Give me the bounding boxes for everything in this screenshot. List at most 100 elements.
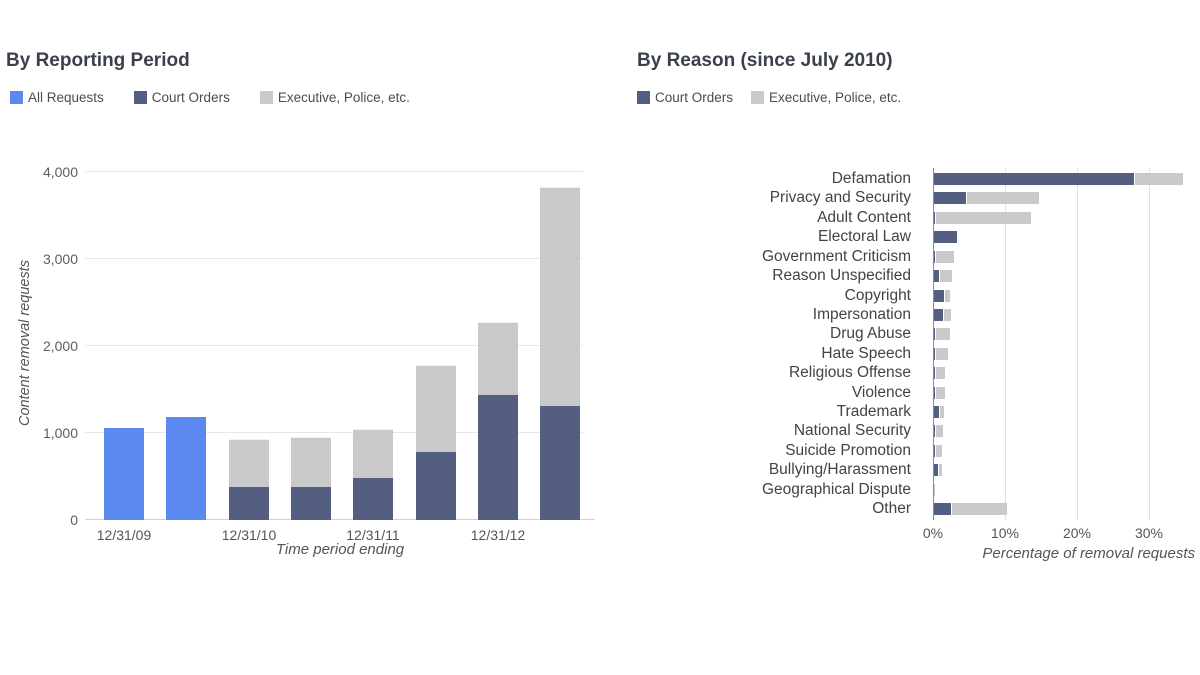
legend-item-court-orders: Court Orders <box>133 89 230 105</box>
bar-segment-executive-police <box>291 437 331 487</box>
category-label: Drug Abuse <box>830 325 911 342</box>
category-label: Defamation <box>831 170 911 187</box>
court-orders-swatch-2 <box>637 90 650 104</box>
y-gridline <box>85 432 583 433</box>
y-tick-label: 0 <box>70 512 78 528</box>
y-tick-label: 4,000 <box>42 164 78 180</box>
category-label: Suicide Promotion <box>785 442 911 459</box>
bar-segment-court-orders <box>934 231 957 243</box>
category-label: Privacy and Security <box>769 189 911 206</box>
left-x-axis-title: Time period ending <box>275 541 405 558</box>
bar-segment-executive-police <box>353 429 393 478</box>
y-gridline <box>85 171 583 172</box>
by-reason-title: By Reason (since July 2010) <box>637 50 893 71</box>
legend-label-executive-police: Executive, Police, etc. <box>277 89 410 105</box>
legend-label-court-orders: Court Orders <box>151 89 230 105</box>
bar-segment-executive-police <box>936 328 950 340</box>
executive-police-swatch-2 <box>751 90 765 104</box>
bar-segment-court-orders <box>934 173 1134 185</box>
category-label: National Security <box>793 422 911 439</box>
bar-segment-executive-police <box>936 425 943 437</box>
bar-segment-court-orders <box>353 478 393 520</box>
bar-segment-court-orders <box>416 452 456 520</box>
y-tick-label: 1,000 <box>42 425 78 441</box>
legend-label-executive-police-2: Executive, Police, etc. <box>769 89 902 105</box>
category-label: Reason Unspecified <box>772 267 911 284</box>
bar-segment-executive-police <box>936 387 945 399</box>
x-tick-label: 10% <box>990 525 1020 541</box>
court-orders-swatch <box>133 90 147 104</box>
bar-segment-executive-police <box>540 187 580 406</box>
bar-segment-court-orders <box>934 290 944 302</box>
bar-segment-executive-police <box>944 309 951 321</box>
bar-segment-court-orders <box>934 406 939 418</box>
bar-segment-court-orders <box>478 395 518 520</box>
bar-segment-court-orders <box>934 270 939 282</box>
category-label: Adult Content <box>817 209 911 226</box>
category-label: Copyright <box>844 287 911 304</box>
y-axis-line <box>933 168 934 520</box>
bar-segment-court-orders <box>934 503 951 515</box>
category-label: Geographical Dispute <box>761 481 911 498</box>
reporting-period-legend: All Requests Court Orders Executive, Pol… <box>10 88 410 106</box>
x-tick-label: 0% <box>922 525 944 541</box>
reporting-period-plot: 0 1,000 2,000 3,000 4,000 12/31/09 12/31/10 12/… <box>43 160 595 543</box>
bar-segment-executive-police <box>936 212 1031 224</box>
bar-segment-executive-police <box>936 348 948 360</box>
category-label: Hate Speech <box>821 345 911 362</box>
category-label: Trademark <box>836 403 911 420</box>
bar-segment-executive-police <box>416 365 456 452</box>
bar-segment-executive-police <box>936 251 954 263</box>
category-label: Impersonation <box>812 306 911 323</box>
x-gridline <box>1149 168 1150 520</box>
all-requests-swatch <box>10 90 23 104</box>
category-label: Electoral Law <box>817 228 911 245</box>
x-gridline <box>1077 168 1078 520</box>
bar-segment-court-orders <box>291 487 331 520</box>
category-label: Violence <box>851 384 911 401</box>
bar-segment-executive-police <box>934 484 935 496</box>
bar-segment-court-orders <box>934 212 935 224</box>
bar-segment-court-orders <box>934 445 935 457</box>
bar-segment-court-orders <box>934 192 966 204</box>
y-tick-label: 2,000 <box>42 338 78 354</box>
legend-item-executive-police-2: Executive, Police, etc. <box>751 90 901 105</box>
category-label: Religious Offense <box>788 364 911 381</box>
bar-segment-all-requests <box>104 428 144 520</box>
bar-segment-executive-police <box>478 322 518 395</box>
by-reason-legend: Court Orders Executive, Police, etc. <box>637 88 901 106</box>
x-tick-label: 12/31/10 <box>221 527 277 543</box>
bar-segment-executive-police <box>939 464 942 476</box>
bar-segment-executive-police <box>967 192 1039 204</box>
legend-label-all-requests: All Requests <box>28 89 104 105</box>
x-tick-label: 12/31/11 <box>346 527 400 543</box>
y-tick-label: 3,000 <box>42 251 78 267</box>
legend-item-executive-police: Executive, Police, etc. <box>259 89 410 105</box>
x-tick-label: 12/31/12 <box>470 527 526 543</box>
category-label: Other <box>872 500 911 517</box>
bar-segment-court-orders <box>934 425 935 437</box>
bar-segment-executive-police <box>1135 173 1183 185</box>
legend-label-court-orders-2: Court Orders <box>655 89 734 105</box>
category-label: Bullying/Harassment <box>768 461 911 478</box>
legend-item-all-requests: All Requests <box>10 90 104 105</box>
x-axis-baseline <box>85 519 595 520</box>
bar-segment-court-orders <box>934 309 943 321</box>
bar-segment-court-orders <box>934 367 935 379</box>
by-reason-plot: 0% 10% 20% 30% Defamation Privacy and Securit… <box>762 168 1195 541</box>
bar-segment-court-orders <box>934 387 935 399</box>
legend-item-court-orders-2: Court Orders <box>637 90 733 105</box>
x-tick-label: 20% <box>1062 525 1092 541</box>
bar-segment-court-orders <box>934 348 935 360</box>
bar-segment-executive-police <box>940 270 952 282</box>
reporting-period-title: By Reporting Period <box>6 50 190 71</box>
right-x-axis-title: Percentage of removal requests <box>982 545 1195 562</box>
bar-segment-executive-police <box>936 445 942 457</box>
bar-segment-executive-police <box>229 439 269 487</box>
bar-segment-court-orders <box>934 328 935 340</box>
category-label: Government Criticism <box>762 248 911 265</box>
left-y-axis-title: Content removal requests <box>17 259 33 427</box>
executive-police-swatch <box>259 90 273 104</box>
bar-segment-executive-police <box>940 406 944 418</box>
